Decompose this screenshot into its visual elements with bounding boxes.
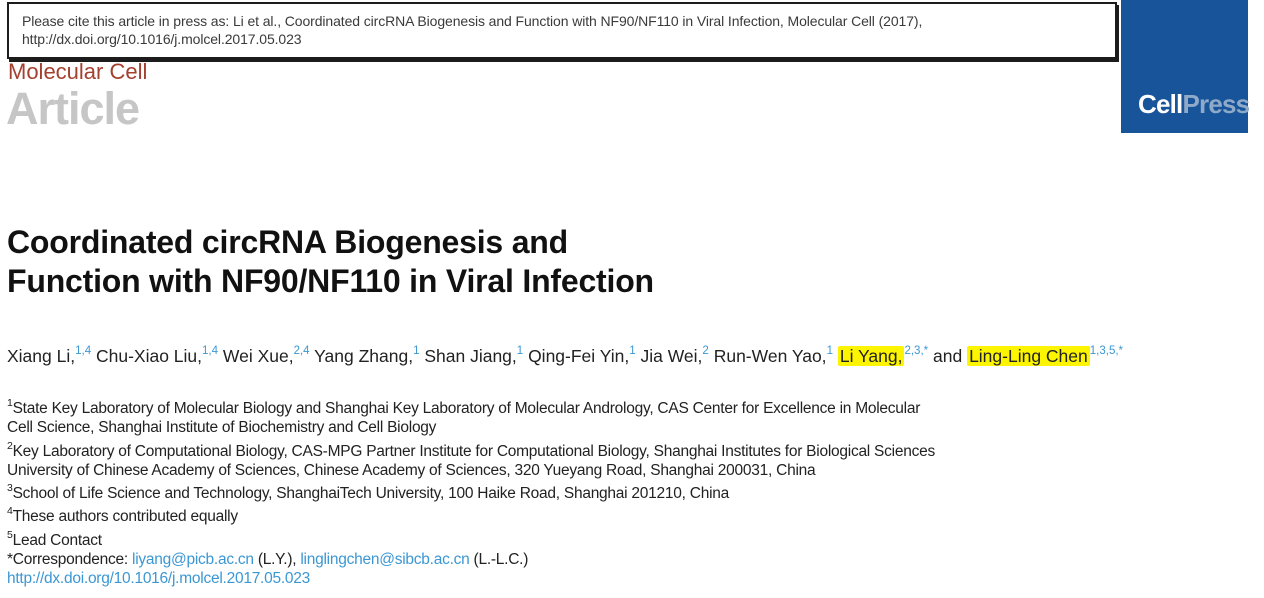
author: Qing-Fei Yin,1 [528,345,636,366]
email-link-liyang[interactable]: liyang@picb.ac.cn [132,551,254,569]
author: Chu-Xiao Liu,1,4 [95,345,219,366]
author: Run-Wen Yao,1 [713,345,833,366]
article-title: Coordinated circRNA Biogenesis and Functi… [7,223,654,301]
highlighted-author: Li Yang, [837,345,905,366]
footnote-line: University of Chinese Academy of Science… [7,461,816,479]
author: Xiang Li,1,4 [7,345,92,366]
doi-link[interactable]: http://dx.doi.org/10.1016/j.molcel.2017.… [7,570,311,588]
title-line: Coordinated circRNA Biogenesis and [7,224,568,260]
footnotes-block: 1State Key Laboratory of Molecular Biolo… [7,395,1255,589]
footnote-line: Cell Science, Shanghai Institute of Bioc… [7,419,437,437]
correspondence-suffix: (L.-L.C.) [469,551,529,569]
footnote-list: 1State Key Laboratory of Molecular Biolo… [7,395,1255,550]
journal-name: Molecular Cell [8,59,148,84]
email-link-linglingchen[interactable]: linglingchen@sibcb.ac.cn [300,551,470,569]
cellpress-logo-cell: Cell [1138,89,1183,119]
footnote-line: 1State Key Laboratory of Molecular Biolo… [7,397,921,418]
title-line: Function with NF90/NF110 in Viral Infect… [7,263,654,299]
footnote-line: 5Lead Contact [7,528,102,549]
cellpress-logo: CellPress [1121,0,1250,133]
author: Shan Jiang,1 [424,345,524,366]
citation-box: Please cite this article in press as: Li… [7,2,1117,59]
cellpress-logo-press: Press [1182,89,1250,119]
author: Yang Zhang,1 [314,345,420,366]
footnote-line: 4These authors contributed equally [7,505,238,526]
footnote-line: 2Key Laboratory of Computational Biology… [7,439,935,460]
highlighted-author: Ling-Ling Chen [967,345,1090,366]
correspondence-line: *Correspondence: liyang@picb.ac.cn (L.Y.… [7,550,1255,569]
author: Wei Xue,2,4 [222,345,310,366]
citation-line-1: Please cite this article in press as: Li… [22,13,923,29]
author: Li Yang, 2,3,* [837,345,929,366]
correspondence-label: *Correspondence: [7,551,132,569]
correspondence-separator: (L.Y.), [253,551,301,569]
citation-line-2: http://dx.doi.org/10.1016/j.molcel.2017.… [22,31,302,47]
cellpress-logo-text: CellPress [1138,89,1250,120]
author-list: Xiang Li,1,4 Chu-Xiao Liu,1,4 Wei Xue,2,… [7,341,1251,368]
footnote-line: 3School of Life Science and Technology, … [7,482,730,503]
author: Jia Wei,2 [640,345,709,366]
article-type-label: Article [6,83,140,134]
author: and Ling-Ling Chen 1,3,5,* [933,345,1124,366]
